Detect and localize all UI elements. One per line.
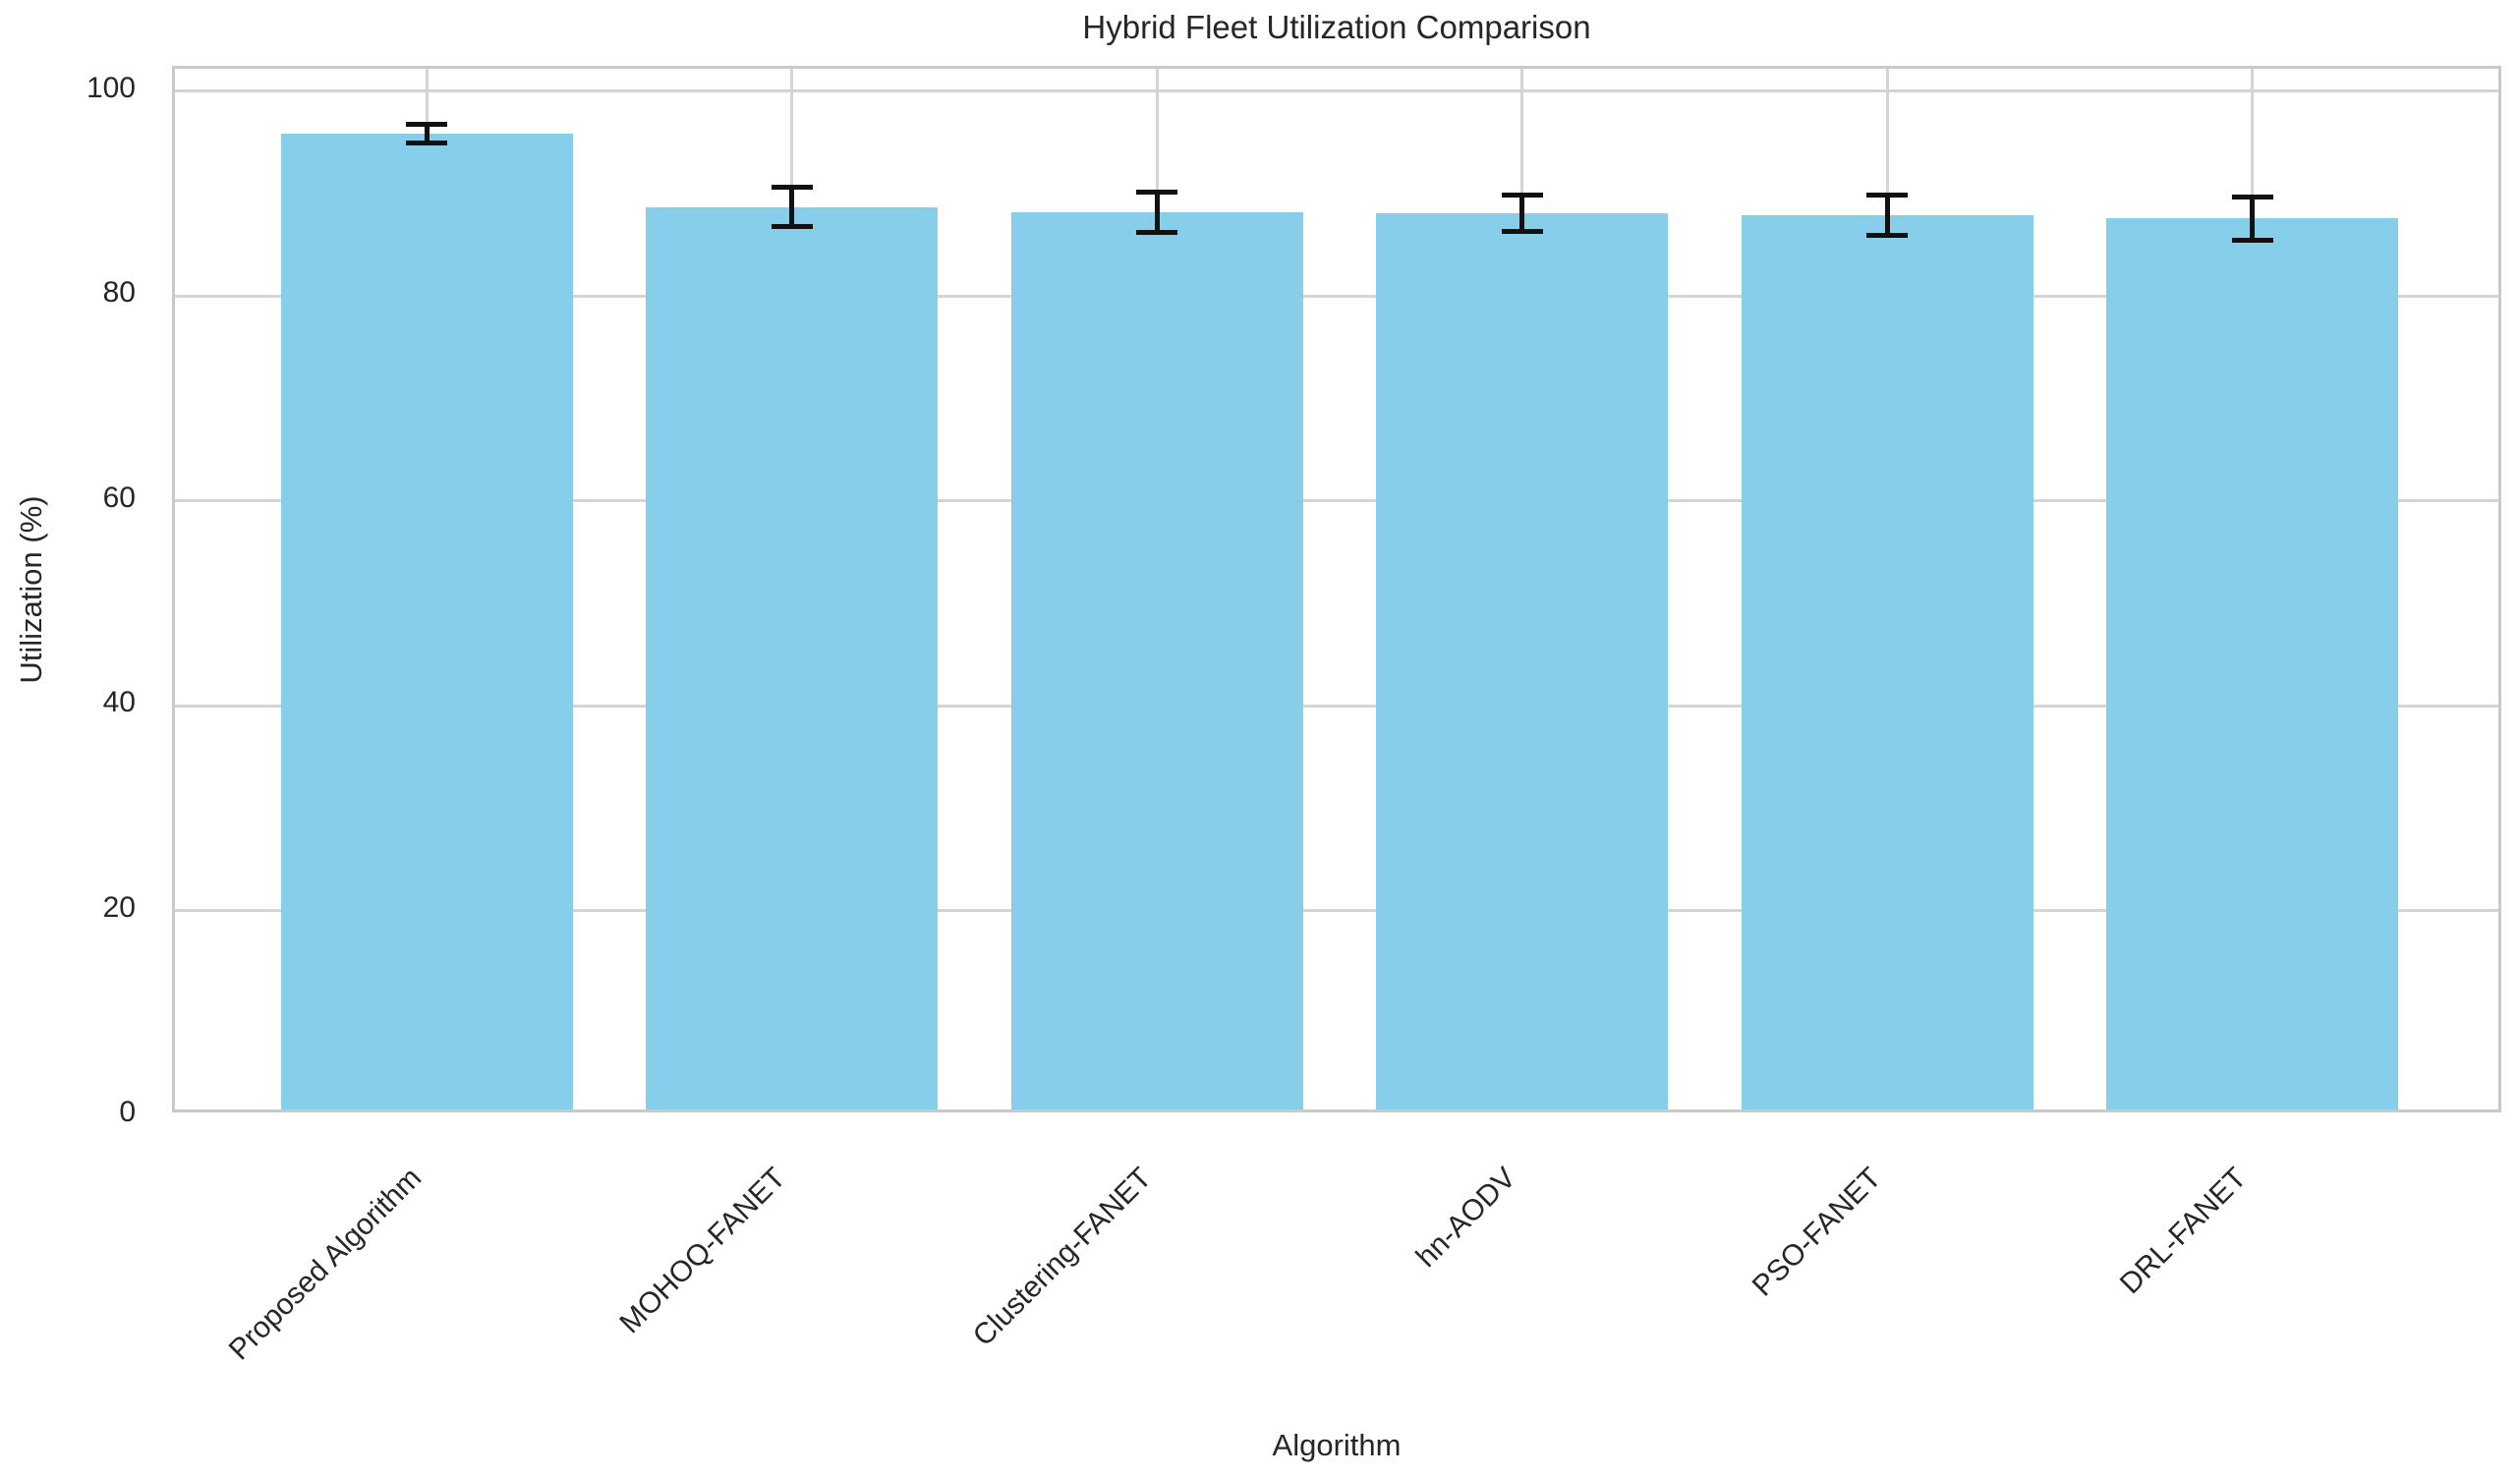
error-bar xyxy=(1154,192,1160,233)
x-tick-label-text: Clustering-FANET xyxy=(966,1162,1158,1353)
error-bar-cap xyxy=(1136,230,1178,236)
error-bar-cap xyxy=(2231,194,2273,199)
error-bar-cap xyxy=(406,121,448,127)
chart-title: Hybrid Fleet Utilization Comparison xyxy=(1082,9,1591,45)
y-tick-label: 40 xyxy=(102,686,136,719)
bar xyxy=(1741,215,2033,1109)
error-bar-cap xyxy=(1501,229,1543,235)
bar xyxy=(1010,211,1303,1109)
h-gridline xyxy=(175,704,2498,708)
x-tick-label-text: MOHOQ-FANET xyxy=(613,1162,793,1340)
bar xyxy=(2106,218,2399,1109)
error-bar-cap xyxy=(2231,237,2273,243)
bar xyxy=(1376,212,1669,1109)
error-bar-cap xyxy=(1866,233,1909,239)
y-tick-label: 80 xyxy=(102,276,136,310)
error-bar xyxy=(1519,195,1525,232)
bar xyxy=(646,206,939,1109)
h-gridline xyxy=(175,294,2498,298)
error-bar xyxy=(1884,195,1890,236)
h-gridline xyxy=(175,909,2498,913)
error-bar-cap xyxy=(1501,192,1543,198)
error-bar-cap xyxy=(406,140,448,145)
error-bar xyxy=(2250,197,2256,241)
y-tick-label: 0 xyxy=(119,1096,136,1128)
y-tick-label: 60 xyxy=(102,481,136,514)
x-tick-label-text: hn-AODV xyxy=(1409,1162,1523,1275)
x-tick-label-text: PSO-FANET xyxy=(1746,1162,1888,1303)
bar xyxy=(280,133,573,1109)
y-tick-label: 100 xyxy=(86,71,136,104)
x-tick-label-text: Proposed Algorithm xyxy=(222,1162,428,1367)
error-bar-cap xyxy=(771,223,813,229)
h-gridline xyxy=(175,89,2498,93)
error-bar xyxy=(789,187,795,227)
error-bar-cap xyxy=(1866,192,1909,198)
error-bar xyxy=(424,124,430,143)
y-tick-label: 20 xyxy=(102,890,136,924)
x-axis-label: Algorithm xyxy=(1272,1428,1402,1462)
error-bar-cap xyxy=(1136,189,1178,195)
plot-area xyxy=(172,66,2501,1112)
x-tick-label-text: DRL-FANET xyxy=(2113,1162,2254,1301)
error-bar-cap xyxy=(771,185,813,191)
h-gridline xyxy=(175,499,2498,503)
